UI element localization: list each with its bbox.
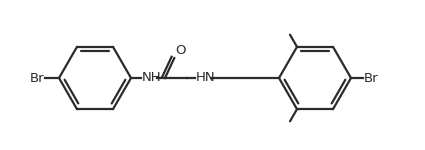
Text: O: O (175, 44, 186, 57)
Text: HN: HN (196, 71, 215, 84)
Text: NH: NH (142, 71, 162, 84)
Text: Br: Br (364, 72, 379, 84)
Text: Br: Br (29, 72, 44, 84)
